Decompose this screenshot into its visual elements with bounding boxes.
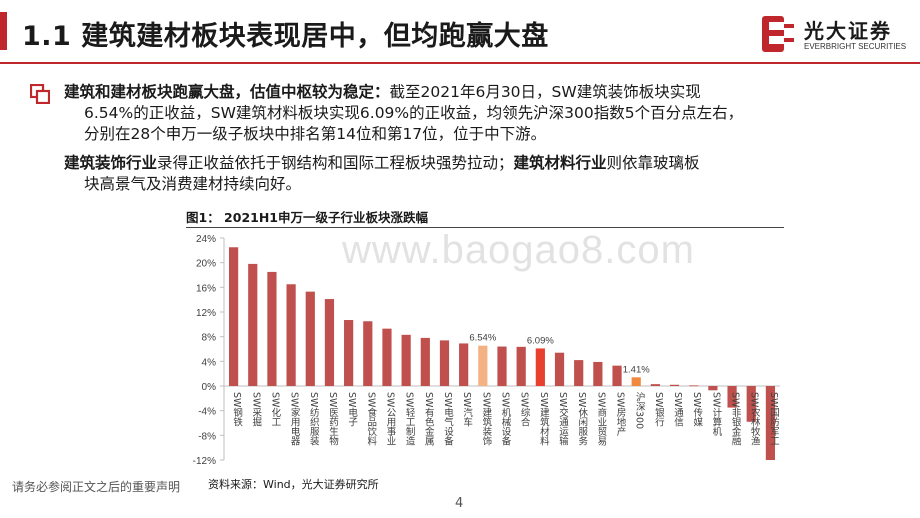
bar	[363, 321, 373, 386]
x-category-label: SW纺织服装	[308, 392, 320, 446]
title-accent-bar	[0, 12, 7, 50]
bar	[746, 386, 756, 422]
logo-text-cn: 光大证券	[804, 19, 892, 43]
bar	[497, 346, 507, 386]
title-divider	[0, 62, 920, 64]
y-tick-label: 4%	[202, 357, 217, 368]
figure-divider	[186, 227, 784, 228]
x-category-label: SW公用事业	[384, 392, 396, 445]
x-category-label: SW农林牧渔	[749, 392, 761, 445]
bar-chart: -12% -8% -4% 0% 4% 8% 12% 16% 20% 24% SW钢铁 SW采掘 SW化工…	[193, 234, 780, 467]
figure-source: 资料来源：Wind，光大证券研究所	[208, 478, 379, 491]
bar	[248, 263, 258, 386]
bar	[420, 337, 430, 386]
x-category-label: SW汽车	[461, 392, 473, 427]
bar	[286, 284, 296, 386]
bar	[382, 328, 392, 386]
bar	[708, 386, 718, 391]
y-tick-label: -12%	[193, 456, 216, 467]
bar	[478, 345, 488, 386]
bar	[574, 360, 584, 386]
logo-text-en: EVERBRIGHT SECURITIES	[804, 42, 907, 51]
y-tick-label: 12%	[196, 308, 216, 319]
x-category-label: SW建筑装饰	[480, 392, 492, 446]
x-category-label: SW钢铁	[231, 392, 243, 427]
x-category-label: SW休闲服务	[576, 392, 588, 446]
y-tick-label: 0%	[202, 382, 217, 393]
summary-line3: 分别在28个申万一级子板块中排名第14位和第17位，位于中下游。	[84, 125, 547, 143]
footer-disclaimer: 请务必参阅正文之后的重要声明	[12, 480, 181, 494]
bar-data-label: 6.54%	[469, 333, 496, 344]
x-category-label: SW轻工制造	[404, 392, 416, 446]
bar	[727, 386, 737, 408]
x-category-label: SW非银金融	[730, 392, 742, 446]
drivers-decor-label: 建筑装饰行业	[64, 154, 158, 172]
bar-data-label: 6.09%	[527, 335, 554, 346]
bar	[765, 386, 776, 460]
x-category-label: SW食品饮料	[365, 392, 377, 446]
x-category-label: SW通信	[672, 392, 684, 427]
brand-logo: 光大证券 EVERBRIGHT SECURITIES	[760, 14, 910, 58]
summary-lead: 建筑和建材板块跑赢大盘，估值中枢较为稳定：	[64, 83, 390, 101]
title-bar: 1.1 建筑建材板块表现居中，但均跑赢大盘 光大证券 EVERBRIGHT SE…	[0, 0, 920, 62]
y-tick-label: 8%	[202, 333, 217, 344]
x-category-label: SW房地产	[615, 392, 627, 437]
x-category-label: SW有色金属	[423, 392, 435, 446]
x-category-label: SW银行	[653, 392, 665, 427]
x-category-label: 沪深300	[634, 391, 646, 429]
bullet-square-icon	[30, 84, 50, 104]
x-category-label: SW医药生物	[327, 392, 339, 446]
bar	[439, 340, 450, 386]
bar	[669, 384, 680, 386]
x-category-label: SW交通运输	[557, 392, 569, 446]
bar	[631, 377, 641, 386]
x-category-label: SW化工	[269, 392, 281, 426]
bar	[689, 385, 699, 387]
bar	[593, 361, 603, 386]
bar-data-label: 1.41%	[623, 364, 650, 375]
y-tick-label: 16%	[196, 283, 216, 294]
y-tick-label: 24%	[196, 234, 216, 245]
bar	[305, 291, 315, 386]
bar	[344, 320, 354, 386]
bar	[324, 299, 335, 386]
summary-line1: 截至2021年6月30日，SW建筑装饰板块实现	[389, 83, 701, 101]
y-tick-label: 20%	[196, 259, 216, 270]
x-category-label: SW电子	[346, 392, 358, 426]
x-category-label: SW家用电器	[289, 392, 301, 445]
bar	[650, 384, 660, 386]
bar	[535, 348, 545, 386]
bar	[267, 271, 277, 386]
x-category-label: SW综合	[519, 392, 531, 427]
x-category-label: SW机械设备	[500, 392, 512, 446]
paragraph-drivers: 建筑装饰行业录得正收益依托于钢结构和国际工程板块强势拉动；建筑材料行业则依靠玻璃…	[64, 153, 884, 195]
page-number: 4	[455, 496, 464, 511]
x-category-label: SW电气设备	[442, 392, 454, 446]
x-category-label: SW建筑材料	[538, 392, 550, 446]
bar	[401, 334, 411, 386]
figure-caption: 图1： 2021H1申万一级子行业板块涨跌幅	[186, 210, 428, 225]
drivers-line2: 块高景气及消费建材持续向好。	[84, 175, 302, 193]
paragraph-summary: 建筑和建材板块跑赢大盘，估值中枢较为稳定：截至2021年6月30日，SW建筑装饰…	[64, 82, 884, 145]
y-tick-label: -4%	[198, 407, 216, 418]
bar	[516, 346, 526, 386]
everbright-logo-icon	[762, 16, 794, 52]
x-category-label: SW商业贸易	[595, 392, 607, 446]
x-category-label: SW传媒	[691, 392, 703, 427]
drivers-material-label: 建筑材料行业	[513, 154, 607, 172]
bar	[554, 352, 565, 386]
bar	[459, 343, 469, 386]
slide-title: 1.1 建筑建材板块表现居中，但均跑赢大盘	[22, 21, 549, 52]
x-category-label: SW采掘	[250, 392, 262, 427]
y-tick-label: -8%	[198, 431, 216, 442]
drivers-rest: 则依靠玻璃板	[606, 154, 700, 172]
bar	[612, 365, 622, 386]
drivers-mid: 录得正收益依托于钢结构和国际工程板块强势拉动；	[157, 154, 514, 172]
bar	[228, 247, 239, 386]
x-category-label: SW计算机	[710, 392, 722, 437]
x-category-label: SW国防军工	[768, 392, 780, 445]
summary-line2: 6.54%的正收益，SW建筑材料板块实现6.09%的正收益，均领先沪深300指数…	[84, 104, 744, 122]
